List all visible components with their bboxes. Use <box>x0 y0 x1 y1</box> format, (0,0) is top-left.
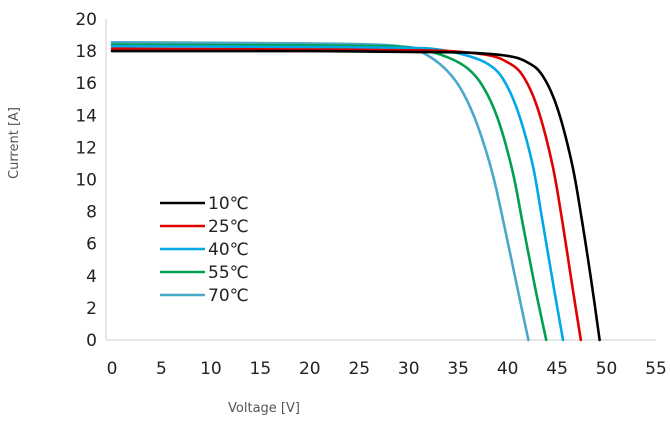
x-tick-label: 20 <box>299 359 321 379</box>
x-tick-label: 55 <box>645 359 667 379</box>
y-tick-label: 0 <box>86 331 97 351</box>
legend-label: 25℃ <box>208 217 249 237</box>
y-tick-label: 6 <box>86 235 97 255</box>
y-tick-label: 2 <box>86 299 97 319</box>
x-tick-label: 25 <box>348 359 370 379</box>
x-tick-label: 10 <box>200 359 222 379</box>
x-tick-label: 45 <box>546 359 568 379</box>
y-tick-label: 14 <box>75 106 97 126</box>
y-axis-ticks: 0 2 4 6 8 10 12 14 16 18 20 <box>75 10 97 351</box>
x-tick-label: 30 <box>398 359 420 379</box>
x-tick-label: 40 <box>497 359 519 379</box>
x-tick-label: 15 <box>250 359 272 379</box>
series-line-4 <box>110 43 548 342</box>
y-tick-label: 18 <box>75 42 97 62</box>
x-tick-label: 50 <box>596 359 618 379</box>
x-tick-label: 0 <box>107 359 118 379</box>
legend-label: 70℃ <box>208 286 249 306</box>
legend-label: 10℃ <box>208 194 249 214</box>
y-tick-label: 4 <box>86 267 97 287</box>
plot-area <box>105 19 656 342</box>
y-tick-label: 8 <box>86 203 97 223</box>
series-line-2 <box>110 47 583 342</box>
y-tick-label: 16 <box>75 74 97 94</box>
y-tick-label: 20 <box>75 10 97 30</box>
y-tick-label: 10 <box>75 171 97 191</box>
x-axis-ticks: 0 5 10 15 20 25 30 35 40 45 50 55 <box>107 359 667 379</box>
x-axis-title: Voltage [V] <box>228 401 300 416</box>
legend-label: 55℃ <box>208 263 249 283</box>
legend-label: 40℃ <box>208 240 249 260</box>
series-line-1 <box>110 49 601 342</box>
series-line-5 <box>110 40 530 342</box>
series-line-3 <box>110 44 565 342</box>
y-axis-title: Current [A] <box>7 107 22 179</box>
x-tick-label: 5 <box>156 359 167 379</box>
legend: 10℃ 25℃ 40℃ 55℃ 70℃ <box>160 194 249 306</box>
y-tick-label: 12 <box>75 138 97 158</box>
x-tick-label: 35 <box>447 359 469 379</box>
